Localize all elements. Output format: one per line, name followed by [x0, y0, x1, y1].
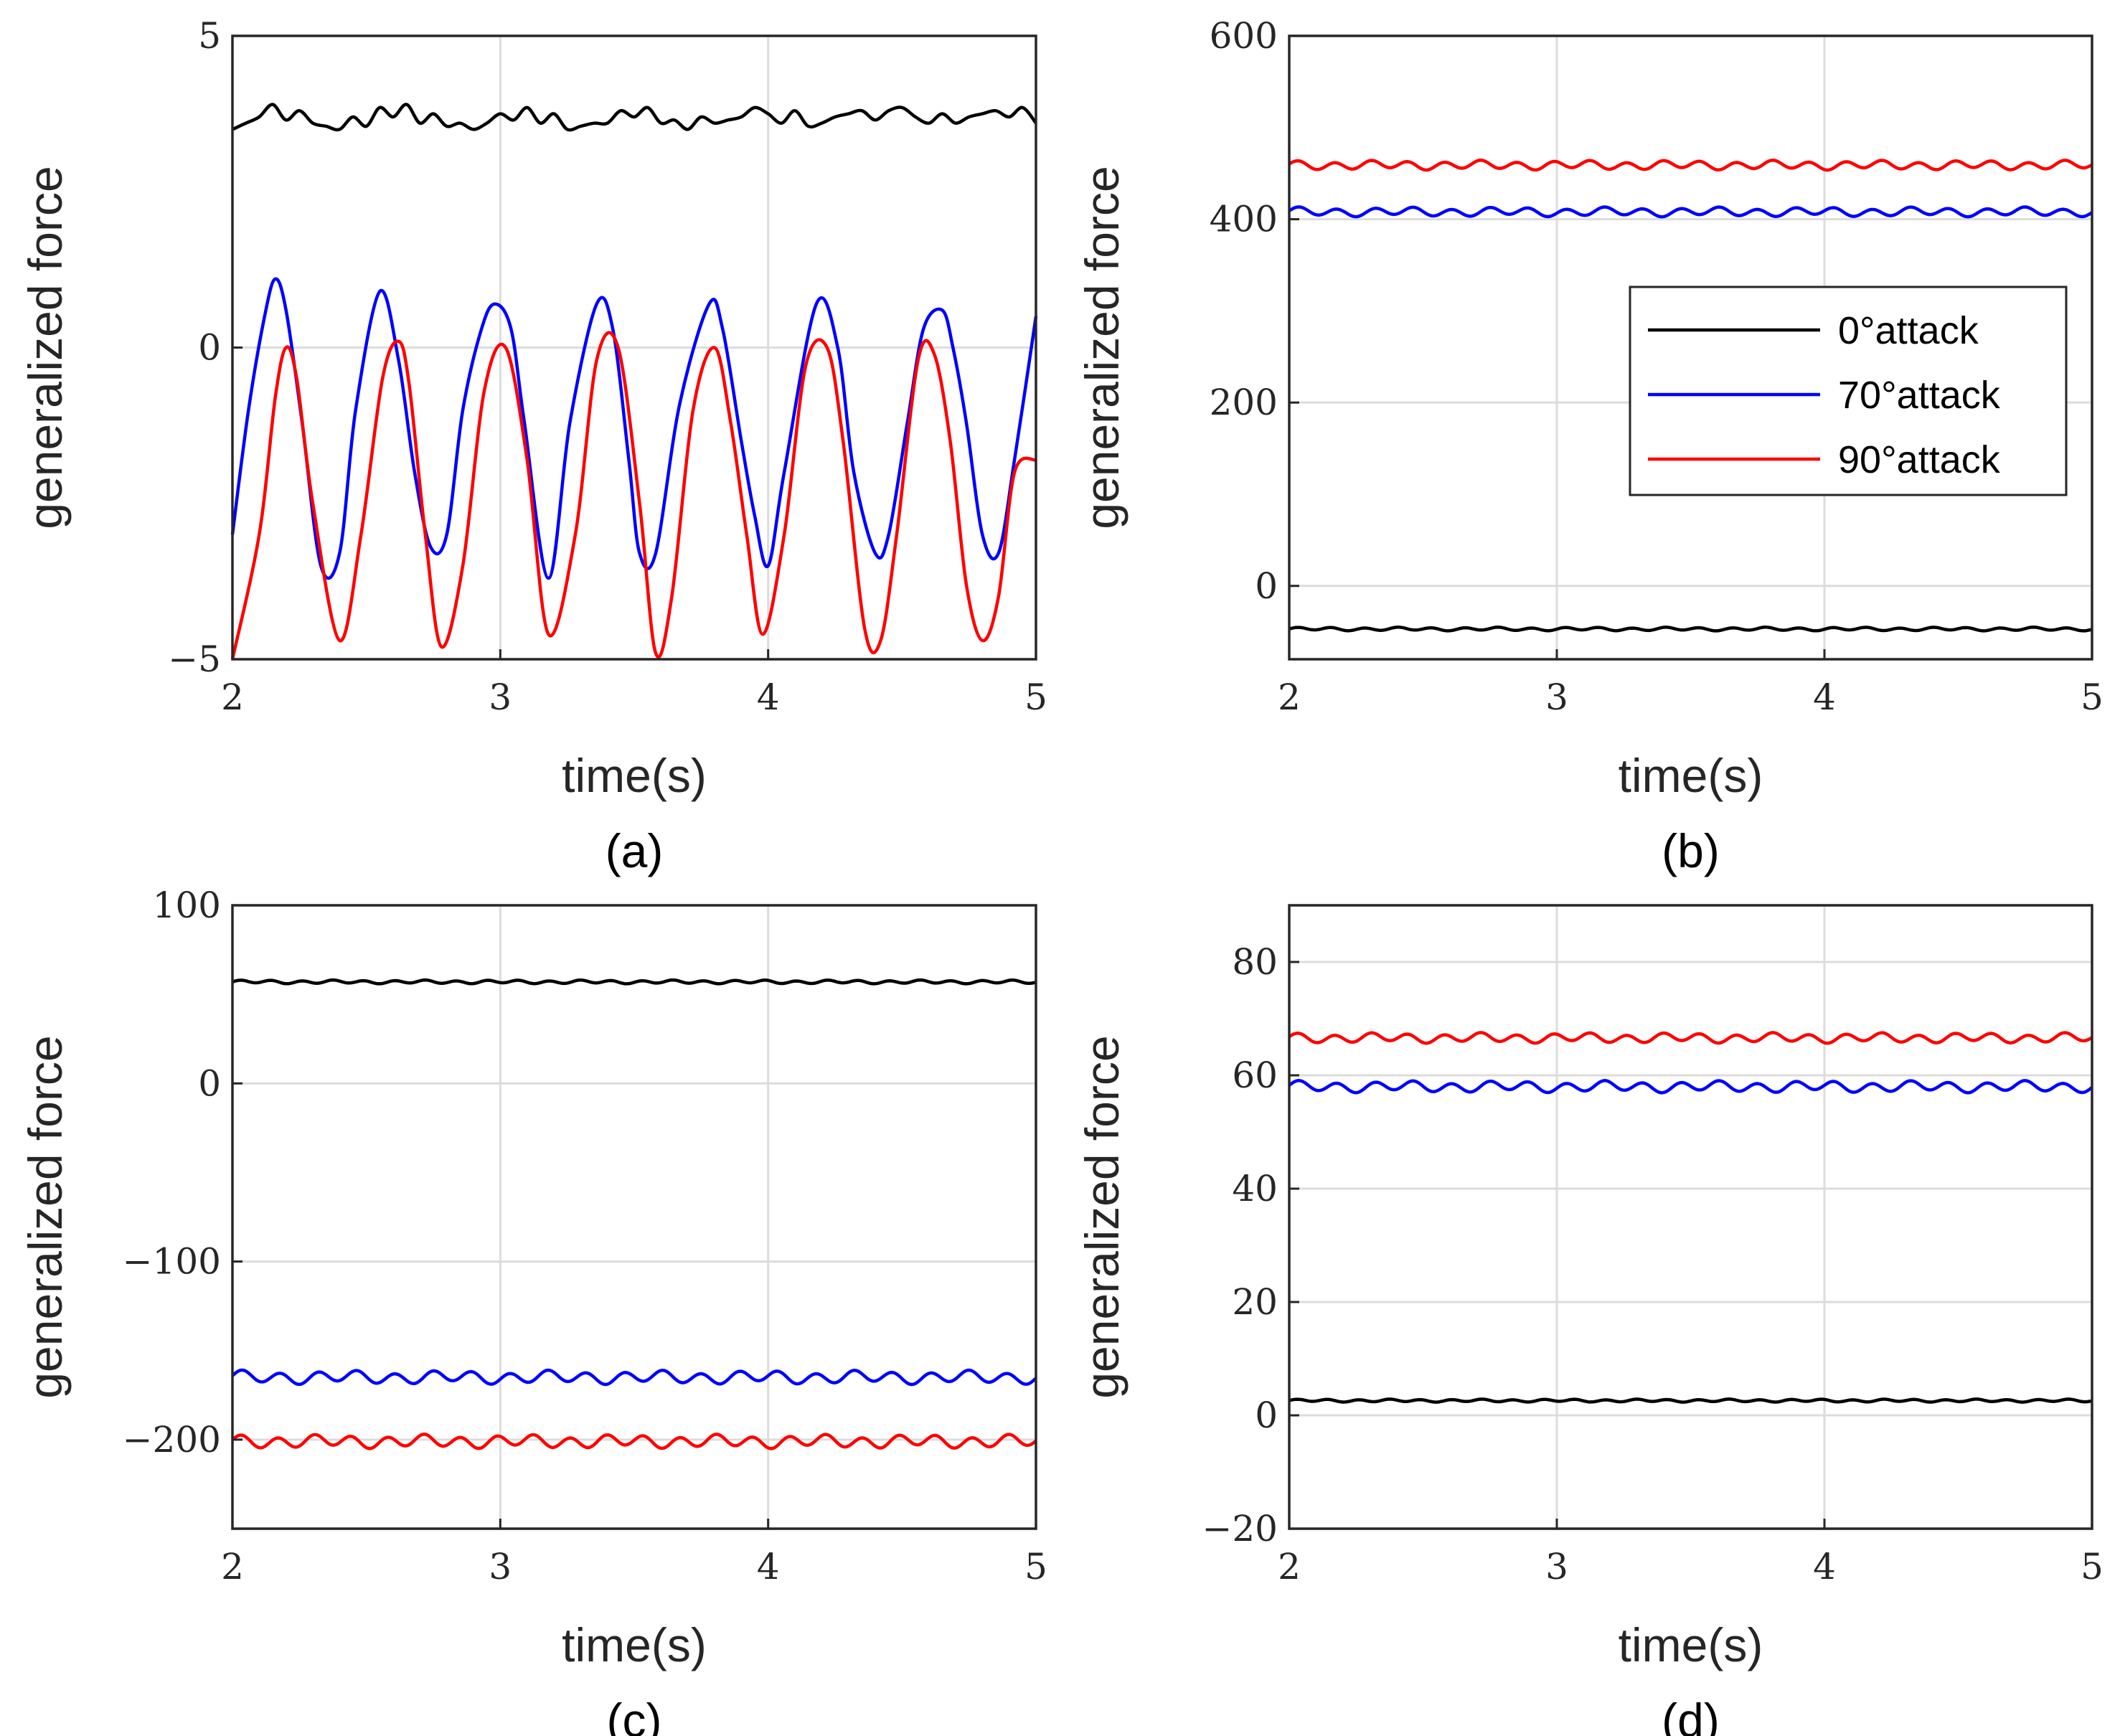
axes-frame [1288, 904, 2093, 1530]
x-tick-label: 5 [1024, 676, 1047, 718]
panel-2: 2 3 4 5 −200 −100 0 100 time(s) generalized force… [19, 884, 1047, 1736]
y-axis-label: generalized force [1075, 166, 1129, 529]
series-line-0attack [232, 103, 1037, 132]
series-line-70attack [230, 277, 1038, 580]
y-tick-label: 400 [1210, 199, 1278, 240]
series-line-0attack [1289, 1397, 2093, 1404]
panel-caption: (c) [607, 1694, 662, 1736]
y-tick-label: −5 [168, 638, 221, 680]
x-tick-label: 2 [1278, 676, 1301, 718]
series-line-90attack [230, 331, 1037, 660]
y-axis-label: generalized force [1075, 1035, 1129, 1398]
y-tick-label: 0 [1255, 1395, 1278, 1436]
plot-area [232, 905, 1036, 1529]
panel-0: 2 3 4 5 −5 0 5 time(s) generalized force (a) [19, 15, 1047, 877]
x-tick-label: 2 [221, 676, 244, 718]
legend-label: 70°attack [1838, 374, 2001, 417]
y-tick-label: 100 [153, 884, 221, 926]
legend-label: 90°attack [1838, 438, 2001, 481]
axes-frame [231, 904, 1037, 1530]
x-tick-label: 5 [1024, 1546, 1047, 1588]
series-line-70attack [1288, 1079, 2093, 1095]
series-line-90attack [1288, 159, 2093, 172]
x-tick-label: 3 [489, 676, 512, 718]
panel-1: 2 3 4 5 0 200 400 600 time(s) generalized force (b… [1075, 15, 2103, 877]
panel-caption: (b) [1662, 824, 1720, 877]
series-line-90attack [231, 1433, 1037, 1450]
y-tick-label: 0 [198, 1062, 221, 1104]
y-tick-label: −100 [123, 1241, 221, 1283]
x-tick-label: 3 [1545, 676, 1568, 718]
series-line-70attack [1288, 205, 2093, 219]
series-line-90attack [1288, 1031, 2093, 1045]
x-tick-label: 2 [1278, 1546, 1301, 1588]
y-tick-label: −200 [123, 1419, 221, 1461]
series-line-0attack [232, 978, 1037, 986]
y-axis-label: generalized force [19, 166, 72, 529]
legend-label: 0°attack [1838, 309, 1979, 352]
x-tick-label: 4 [1813, 1546, 1836, 1588]
x-tick-label: 3 [489, 1546, 512, 1588]
y-tick-label: 20 [1232, 1281, 1278, 1323]
x-axis-label: time(s) [562, 749, 707, 802]
y-tick-label: 200 [1210, 382, 1278, 423]
y-tick-label: 5 [198, 15, 221, 57]
x-tick-label: 3 [1545, 1546, 1568, 1588]
x-tick-label: 5 [2081, 676, 2103, 718]
y-tick-label: 0 [1255, 565, 1278, 607]
x-tick-label: 4 [1813, 676, 1836, 718]
y-tick-label: 600 [1210, 15, 1278, 57]
x-axis-label: time(s) [562, 1618, 707, 1671]
x-axis-label: time(s) [1619, 749, 1763, 802]
y-tick-label: 80 [1232, 941, 1278, 983]
x-tick-label: 4 [757, 676, 780, 718]
x-tick-label: 2 [221, 1546, 244, 1588]
series-line-70attack [231, 1368, 1037, 1387]
plot-area [1289, 905, 2092, 1529]
x-tick-label: 5 [2081, 1546, 2103, 1588]
series-line-0attack [1289, 625, 2093, 633]
legend: 0°attack 70°attack 90°attack [1629, 286, 2068, 496]
y-tick-label: 0 [198, 327, 221, 369]
y-tick-label: −20 [1202, 1508, 1278, 1549]
panel-caption: (d) [1662, 1694, 1720, 1736]
panel-caption: (a) [606, 824, 664, 877]
x-axis-label: time(s) [1619, 1618, 1763, 1671]
x-tick-label: 4 [757, 1546, 780, 1588]
panel-3: 2 3 4 5 −20 0 20 40 60 80 time(s) generalized force… [1075, 904, 2103, 1736]
y-tick-label: 40 [1232, 1168, 1278, 1209]
axes-frame [1288, 34, 2093, 661]
y-tick-label: 60 [1232, 1055, 1278, 1096]
y-axis-label: generalized force [19, 1035, 72, 1398]
